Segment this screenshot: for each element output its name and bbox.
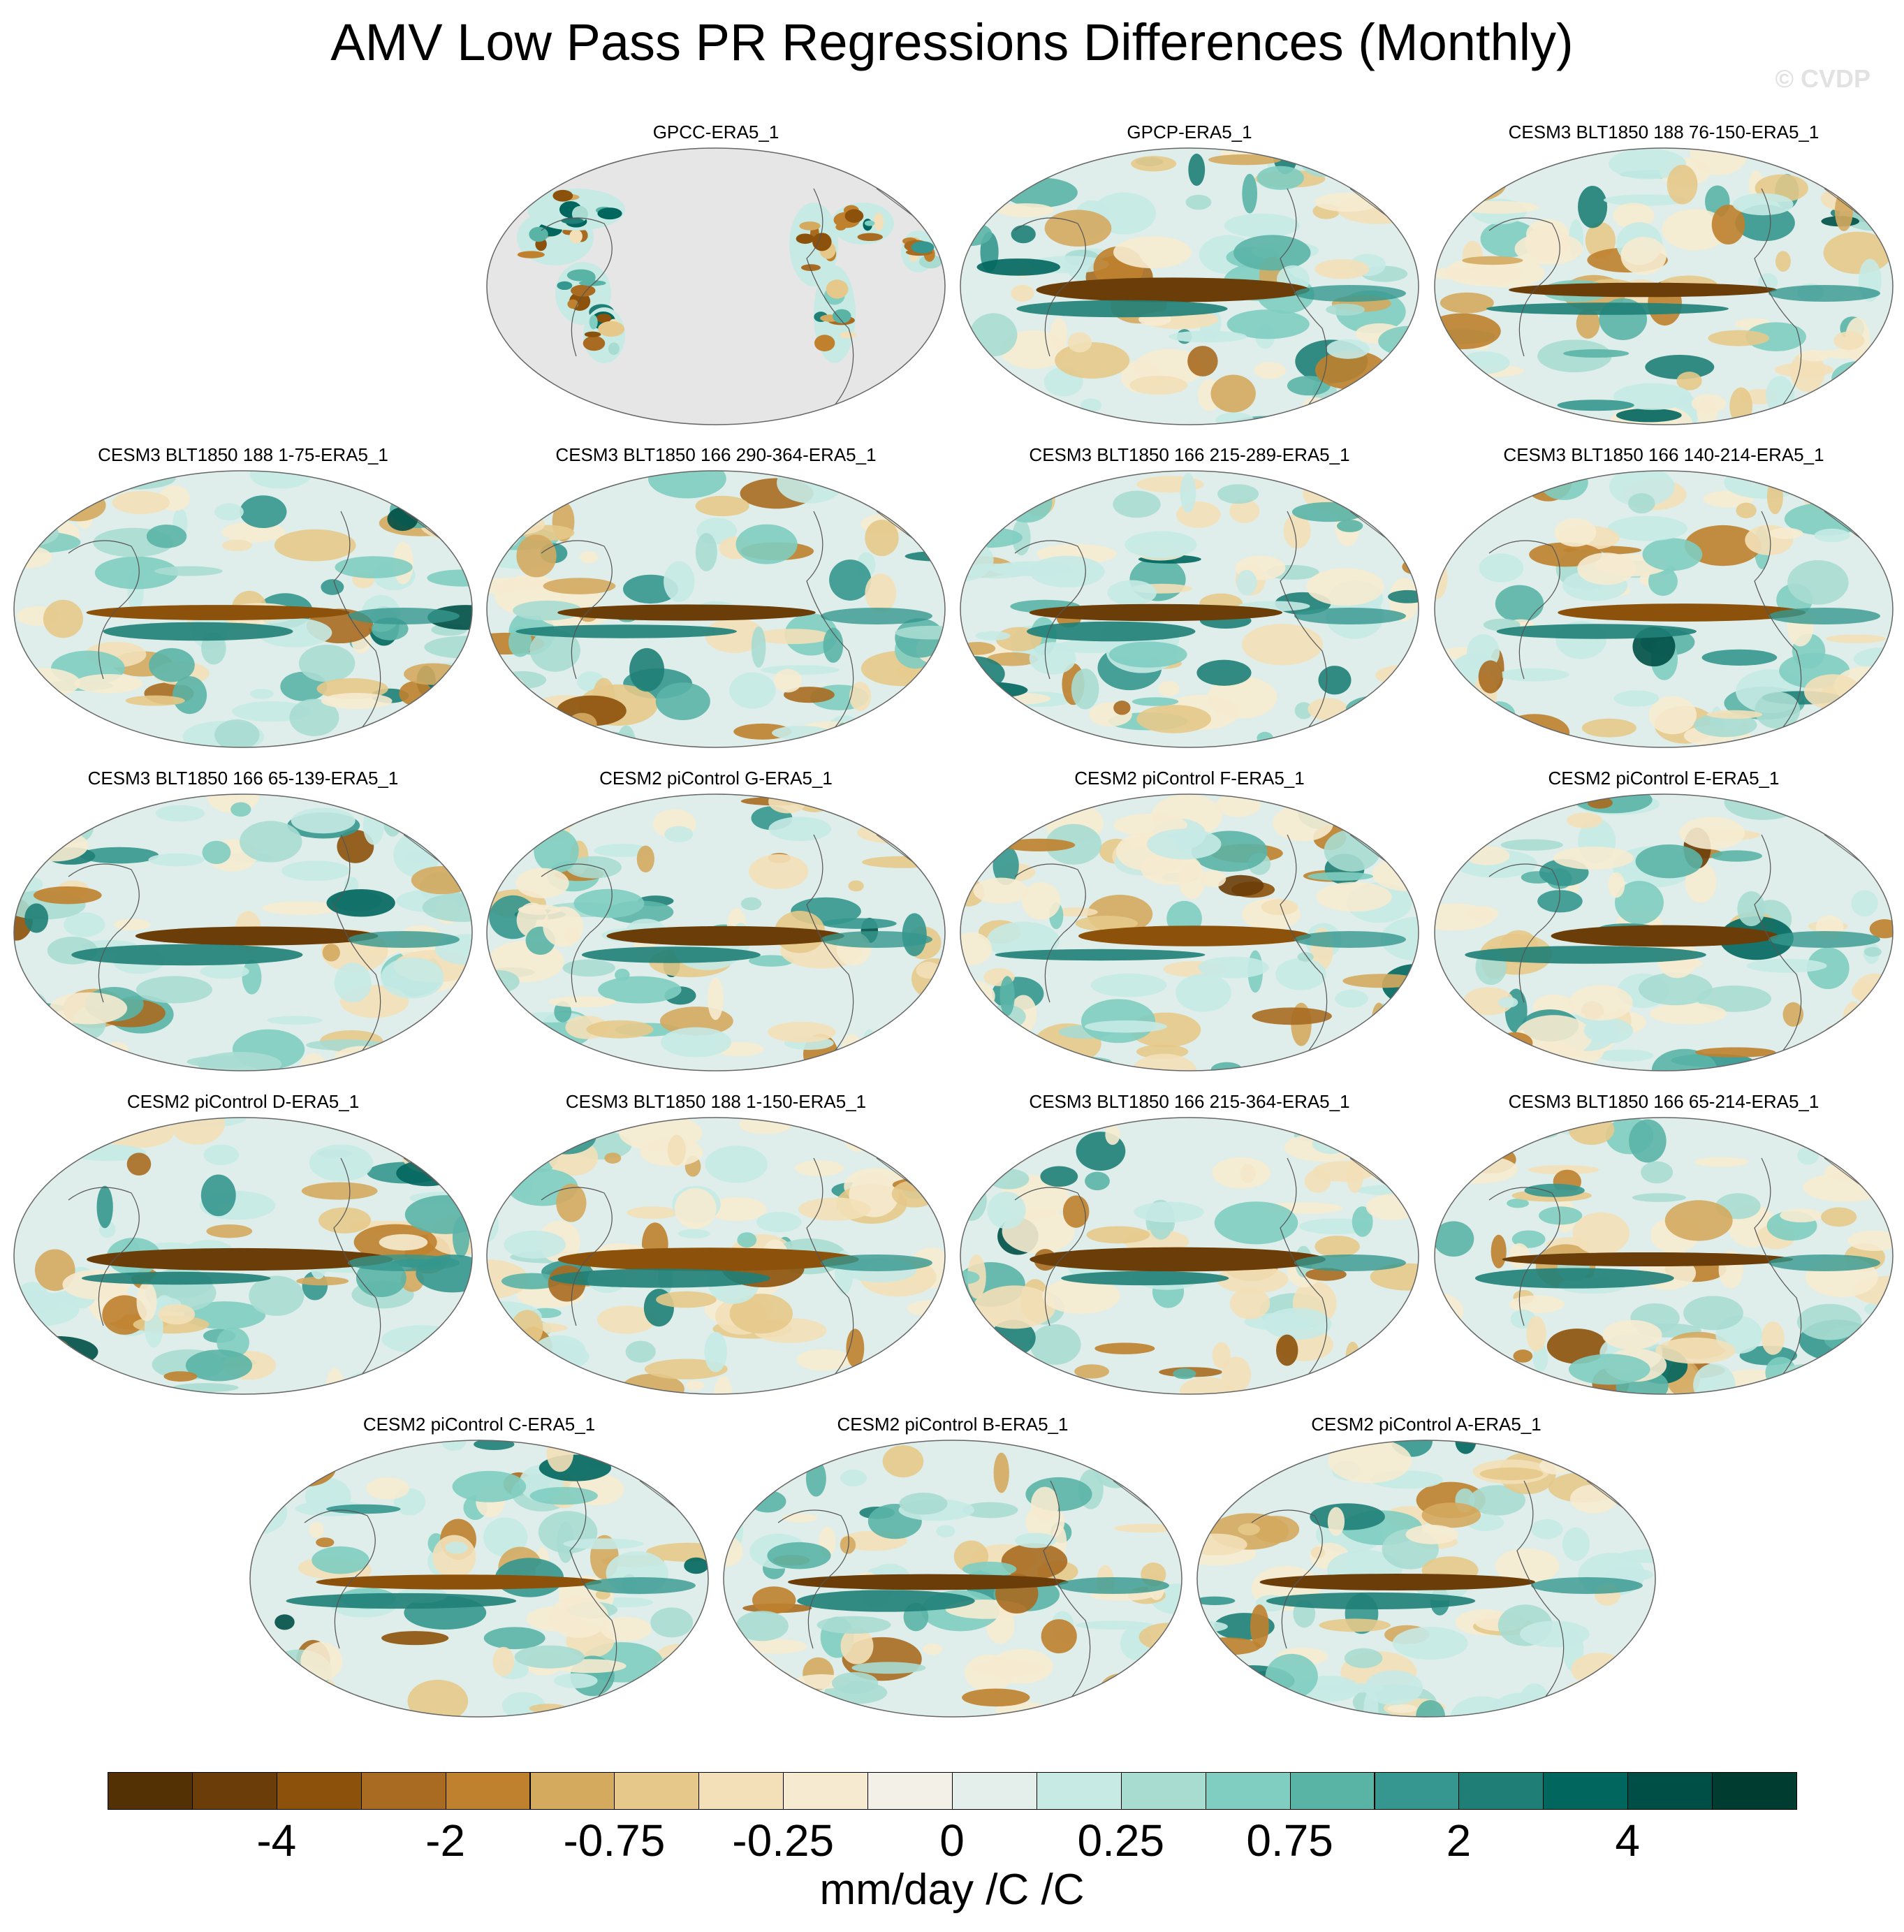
colorbar	[108, 1772, 1797, 1811]
map-panel: CESM2 piControl G-ERA5_1	[485, 766, 946, 1074]
map-plot	[249, 1440, 709, 1718]
map-panel: CESM3 BLT1850 166 290-364-ERA5_1	[485, 443, 946, 750]
map-panel: CESM3 BLT1850 166 215-364-ERA5_1	[959, 1090, 1420, 1397]
colorbar-tick-label: 0.25	[1077, 1815, 1165, 1866]
colorbar-box	[360, 1772, 446, 1810]
map-panel: CESM2 piControl E-ERA5_1	[1433, 766, 1894, 1074]
map-plot	[960, 470, 1419, 748]
panel-title: CESM2 piControl F-ERA5_1	[1074, 768, 1305, 789]
panel-title: CESM2 piControl D-ERA5_1	[126, 1091, 360, 1112]
panel-title: CESM3 BLT1850 166 290-364-ERA5_1	[555, 444, 877, 465]
colorbar-box	[1458, 1772, 1544, 1810]
map-panel: CESM3 BLT1850 166 65-214-ERA5_1	[1433, 1090, 1894, 1397]
colorbar-box	[952, 1772, 1037, 1810]
colorbar-units: mm/day /C /C	[819, 1866, 1085, 1914]
map-plot	[13, 470, 473, 748]
colorbar-box	[1374, 1772, 1460, 1810]
panel-title: CESM3 BLT1850 166 65-139-ERA5_1	[87, 768, 399, 789]
map-panel: CESM3 BLT1850 188 1-75-ERA5_1	[13, 443, 474, 750]
colorbar-box	[276, 1772, 362, 1810]
panel-title: CESM3 BLT1850 166 140-214-ERA5_1	[1503, 444, 1824, 465]
colorbar-tick-label: -4	[256, 1815, 297, 1866]
colorbar-box	[614, 1772, 700, 1810]
panel-title: GPCP-ERA5_1	[1127, 122, 1252, 142]
map-plot	[1434, 147, 1894, 425]
colorbar-tick-label: 2	[1446, 1815, 1472, 1866]
colorbar-tick-label: -2	[425, 1815, 466, 1866]
panel-title: CESM3 BLT1850 166 215-289-ERA5_1	[1029, 444, 1350, 465]
panel-title: CESM3 BLT1850 166 215-364-ERA5_1	[1029, 1091, 1350, 1112]
colorbar-box	[1543, 1772, 1629, 1810]
colorbar-box	[867, 1772, 953, 1810]
colorbar-tick-label: 0.75	[1246, 1815, 1333, 1866]
map-plot	[1434, 793, 1894, 1071]
colorbar-box	[1627, 1772, 1713, 1810]
colorbar-box	[1036, 1772, 1122, 1810]
map-panel: CESM3 BLT1850 166 65-139-ERA5_1	[13, 766, 474, 1074]
map-plot	[1196, 1440, 1656, 1718]
panel-title: CESM2 piControl G-ERA5_1	[599, 768, 833, 789]
map-plot	[486, 1117, 946, 1395]
map-plot	[13, 793, 473, 1071]
colorbar-box	[445, 1772, 531, 1810]
map-plot	[723, 1440, 1182, 1718]
colorbar-box	[108, 1772, 193, 1810]
map-plot	[486, 147, 946, 425]
colorbar-box	[1120, 1772, 1206, 1810]
map-panel: CESM2 piControl F-ERA5_1	[959, 766, 1420, 1074]
colorbar-box	[529, 1772, 615, 1810]
map-panel: CESM3 BLT1850 166 215-289-ERA5_1	[959, 443, 1420, 750]
panel-title: CESM3 BLT1850 188 1-150-ERA5_1	[565, 1091, 867, 1112]
map-plot	[486, 793, 946, 1071]
colorbar-box	[698, 1772, 784, 1810]
colorbar-tick-label: -0.25	[732, 1815, 835, 1866]
map-plot	[960, 147, 1419, 425]
map-plot	[486, 470, 946, 748]
map-plot	[960, 793, 1419, 1071]
colorbar-box	[1289, 1772, 1375, 1810]
colorbar-box	[1712, 1772, 1797, 1810]
panel-title: GPCC-ERA5_1	[652, 122, 779, 142]
panel-title: CESM3 BLT1850 188 76-150-ERA5_1	[1508, 122, 1819, 142]
panel-title: CESM2 piControl B-ERA5_1	[837, 1414, 1069, 1435]
map-panel: CESM2 piControl C-ERA5_1	[249, 1412, 710, 1720]
panel-title: CESM3 BLT1850 166 65-214-ERA5_1	[1508, 1091, 1819, 1112]
colorbar-box	[783, 1772, 869, 1810]
map-panel: GPCP-ERA5_1	[959, 120, 1420, 427]
colorbar-box	[191, 1772, 277, 1810]
watermark: © CVDP	[1775, 64, 1870, 93]
map-panel: GPCC-ERA5_1	[485, 120, 946, 427]
map-panel: CESM2 piControl A-ERA5_1	[1196, 1412, 1657, 1720]
map-panel: CESM3 BLT1850 166 140-214-ERA5_1	[1433, 443, 1894, 750]
map-plot	[1434, 470, 1894, 748]
panel-title: CESM2 piControl A-ERA5_1	[1311, 1414, 1541, 1435]
colorbar-tick-label: 4	[1615, 1815, 1640, 1866]
colorbar-box	[1205, 1772, 1291, 1810]
panel-title: CESM2 piControl C-ERA5_1	[363, 1414, 596, 1435]
map-panel: CESM2 piControl B-ERA5_1	[722, 1412, 1183, 1720]
panel-title: CESM3 BLT1850 188 1-75-ERA5_1	[98, 444, 388, 465]
main-title: AMV Low Pass PR Regressions Differences …	[330, 13, 1574, 71]
map-panel: CESM3 BLT1850 188 76-150-ERA5_1	[1433, 120, 1894, 427]
map-panel: CESM2 piControl D-ERA5_1	[13, 1090, 474, 1397]
colorbar-tick-label: -0.75	[563, 1815, 666, 1866]
panel-title: CESM2 piControl E-ERA5_1	[1548, 768, 1780, 789]
map-plot	[1434, 1117, 1894, 1395]
map-panel: CESM3 BLT1850 188 1-150-ERA5_1	[485, 1090, 946, 1397]
colorbar-tick-label: 0	[939, 1815, 965, 1866]
map-plot	[960, 1117, 1419, 1395]
map-plot	[13, 1117, 473, 1395]
